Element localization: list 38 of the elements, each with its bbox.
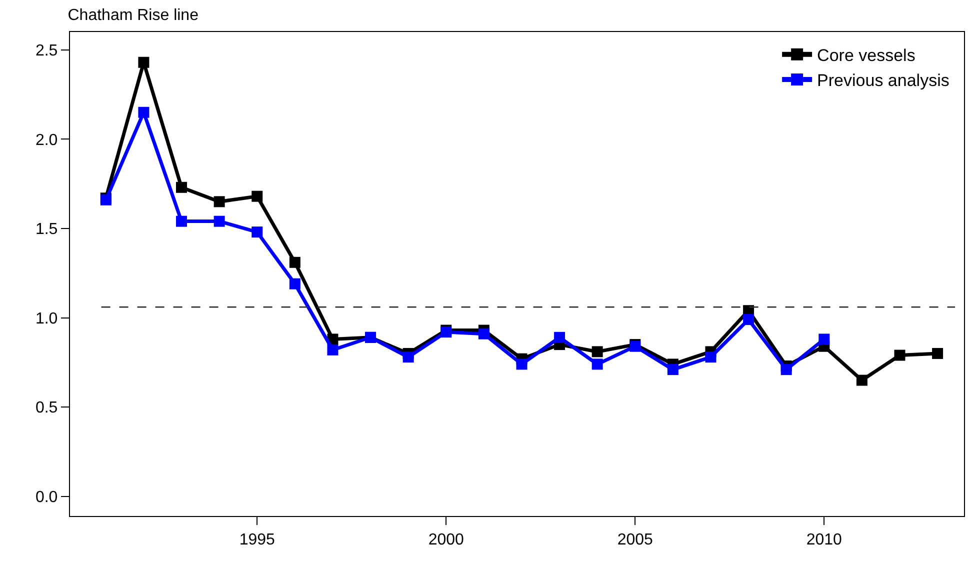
x-tick-label: 2010 bbox=[806, 531, 842, 548]
x-tick-label: 2005 bbox=[617, 531, 654, 548]
y-tick-label: 2.0 bbox=[35, 132, 58, 149]
point bbox=[252, 226, 263, 238]
legend-label: Core vessels bbox=[817, 46, 916, 66]
y-tick-label: 0.0 bbox=[35, 488, 58, 506]
point bbox=[780, 364, 792, 376]
point bbox=[138, 56, 150, 68]
point bbox=[176, 216, 188, 227]
point bbox=[932, 348, 944, 359]
point bbox=[402, 352, 414, 363]
y-tick-label: 1.5 bbox=[35, 221, 58, 238]
x-tick-label: 1995 bbox=[239, 531, 276, 548]
y-tick-label: 0.5 bbox=[35, 400, 58, 417]
point bbox=[478, 328, 490, 340]
point bbox=[289, 256, 300, 268]
point bbox=[138, 106, 150, 118]
point bbox=[856, 374, 868, 386]
legend-label: Previous analysis bbox=[817, 71, 950, 90]
point bbox=[554, 332, 566, 343]
point bbox=[818, 334, 830, 345]
point bbox=[592, 358, 603, 370]
point bbox=[894, 350, 906, 361]
point bbox=[214, 196, 225, 208]
point bbox=[705, 352, 716, 363]
point bbox=[743, 314, 754, 326]
y-tick-label: 1.0 bbox=[35, 310, 58, 328]
point bbox=[252, 190, 263, 202]
point bbox=[592, 346, 603, 358]
point bbox=[667, 364, 678, 376]
x-tick-label: 2000 bbox=[428, 531, 464, 548]
point bbox=[214, 216, 225, 227]
point bbox=[516, 358, 528, 370]
point bbox=[327, 344, 338, 356]
y-tick-label: 2.5 bbox=[35, 42, 58, 60]
point bbox=[176, 182, 188, 193]
chart-title: Chatham Rise line bbox=[68, 6, 199, 24]
point bbox=[289, 278, 300, 290]
